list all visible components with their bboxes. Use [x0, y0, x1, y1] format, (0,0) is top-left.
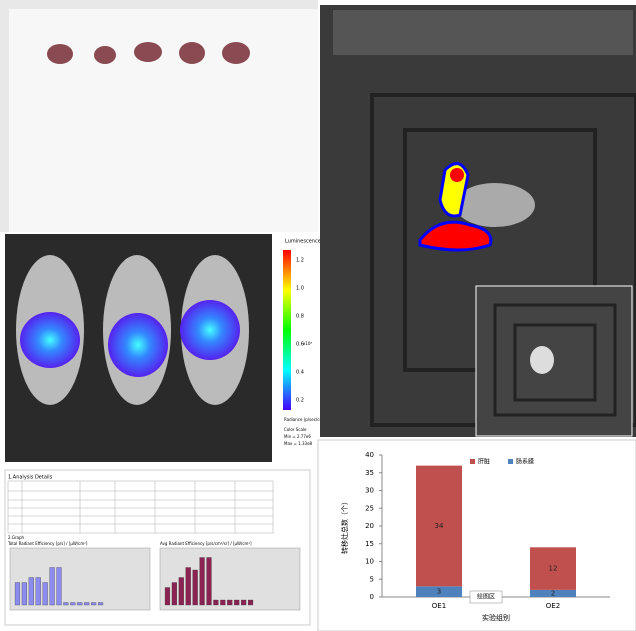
mini-bar [14, 582, 21, 606]
colorbar-label: 0.2 [296, 398, 304, 404]
analysis-table: 1.Analysis Details 2.Graph Total Radiant… [4, 469, 311, 626]
legend-swatch [508, 459, 513, 464]
mini-bar [63, 602, 69, 606]
mini-bar [192, 569, 198, 606]
y-tick-label: 0 [370, 593, 374, 601]
colorbar-max: Max = 1.33e8 [284, 441, 313, 446]
colorbar-label: 1.2 [296, 258, 304, 264]
mini-bar [77, 602, 83, 606]
mini-bar [42, 582, 48, 606]
mini-bar [234, 599, 240, 606]
mini-bar [206, 557, 212, 606]
bar-segment [416, 465, 462, 587]
colorbar: Luminescence 1.2 1.0 0.8 0.6 0.4 0.2 x10… [283, 239, 332, 446]
mini-bar [185, 567, 191, 606]
mini-bar [70, 602, 76, 606]
colorbar-exponent: x10⁸ [303, 341, 312, 346]
legend-label: 肝脏 [478, 458, 490, 466]
y-tick-label: 15 [365, 540, 374, 548]
y-tick-label: 25 [365, 504, 374, 512]
data-label: 3 [437, 588, 441, 596]
mini-bar [97, 602, 104, 606]
tumor-photo [0, 0, 318, 232]
mini-bar [164, 587, 171, 606]
organ-image [320, 5, 636, 437]
y-tick-label: 10 [365, 558, 374, 566]
tooltip-text: 绘图区 [477, 593, 495, 601]
colorbar-min: Min = 2.77e6 [284, 434, 311, 439]
colorbar-scale: Color Scale [284, 427, 307, 432]
mouse-image [5, 234, 272, 462]
colorbar-label: 1.0 [296, 286, 304, 292]
x-tick-label: OE1 [432, 602, 446, 610]
graph-title: 2.Graph [8, 535, 25, 540]
mini-bar [28, 577, 34, 606]
mini-bar [241, 599, 247, 606]
x-axis-label: 实验组别 [482, 613, 510, 622]
colorbar-label: 0.6 [296, 342, 304, 348]
mini-bar [213, 599, 219, 606]
mini-bar [49, 567, 55, 606]
legend-label: 肠系膜 [516, 458, 534, 466]
mini-bar [178, 577, 184, 606]
mini-bar [35, 577, 41, 606]
table-title: 1.Analysis Details [8, 475, 53, 481]
mini-bar [220, 599, 226, 606]
y-axis-label: 转移灶总数（个） [340, 498, 349, 554]
mini-chart-title: Avg Radiant Efficiency [p/s/cm²/sr] / [µ… [160, 541, 252, 546]
y-tick-label: 5 [370, 575, 374, 583]
mini-bar [227, 599, 233, 606]
x-tick-label: OE2 [546, 602, 560, 610]
legend-swatch [470, 459, 475, 464]
colorbar-label: 0.4 [296, 370, 304, 376]
colorbar-title: Luminescence [285, 239, 321, 245]
mini-bar [91, 602, 97, 606]
mini-bar [56, 567, 62, 606]
bar-segment [530, 547, 576, 590]
y-tick-label: 30 [365, 487, 374, 495]
mini-bar [21, 582, 27, 606]
y-tick-label: 20 [365, 522, 374, 530]
mini-bar [84, 602, 90, 606]
mini-bar [199, 557, 205, 606]
bar-segment [416, 586, 462, 597]
colorbar-label: 0.8 [296, 314, 304, 320]
y-tick-label: 40 [365, 451, 374, 459]
colorbar-unit: Radiance (p/sec/cm²/sr) [284, 417, 332, 422]
data-label: 34 [435, 522, 444, 530]
mini-chart-title: Total Radiant Efficiency [p/s] / [µW/cm²… [7, 541, 88, 546]
data-label: 2 [551, 589, 555, 597]
bar-segment [530, 589, 576, 597]
y-tick-label: 35 [365, 469, 374, 477]
mini-bar [247, 599, 254, 606]
data-label: 12 [549, 565, 558, 573]
mini-bar [171, 582, 177, 606]
tooltip [469, 590, 503, 604]
